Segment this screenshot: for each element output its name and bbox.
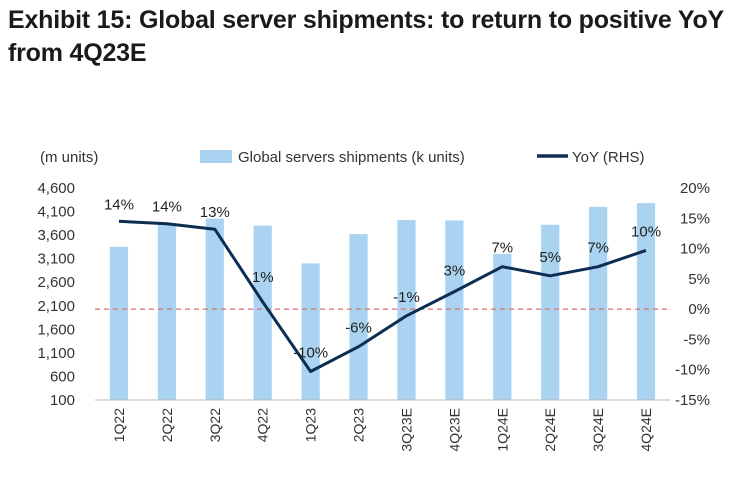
left-tick-label: 4,100: [37, 204, 75, 221]
yoy-data-label: 7%: [491, 240, 513, 257]
bar-series: [109, 203, 656, 400]
left-tick-label: 600: [50, 368, 75, 385]
x-tick-label: 3Q24E: [590, 408, 606, 452]
left-tick-label: 2,600: [37, 274, 75, 291]
yoy-data-label: -10%: [293, 345, 328, 362]
left-tick-label: 100: [50, 392, 75, 409]
legend-bar-swatch: [200, 150, 232, 163]
left-tick-label: 2,100: [37, 298, 75, 315]
left-tick-label: 4,600: [37, 180, 75, 197]
legend: Global servers shipments (k units) YoY (…: [200, 149, 645, 166]
yoy-data-label: 13%: [200, 204, 230, 221]
bar-3Q24E: [589, 206, 608, 400]
left-tick-label: 1,600: [37, 321, 75, 338]
bar-2Q22: [157, 223, 176, 400]
x-tick-label: 3Q23E: [398, 408, 414, 452]
left-axis-unit-label: (m units): [40, 149, 98, 166]
bar-2Q24E: [541, 224, 560, 400]
yoy-data-label: 7%: [587, 240, 609, 257]
right-axis: 20% 15% 10% 5% 0% -5% -10% -15%: [675, 180, 710, 409]
legend-line-label: YoY (RHS): [572, 149, 645, 166]
chart-title: Exhibit 15: Global server shipments: to …: [8, 6, 724, 67]
data-labels: 14% 14% 13% 1% -10% -6% -1% 3% 7% 5% 7% 10%: [104, 196, 661, 361]
yoy-data-label: 3%: [444, 263, 466, 280]
x-tick-label: 2Q24E: [542, 408, 558, 452]
left-tick-label: 3,100: [37, 251, 75, 268]
yoy-data-label: -1%: [393, 289, 420, 306]
bar-2Q23: [349, 234, 368, 400]
bar-1Q24E: [493, 253, 512, 400]
x-tick-label: 2Q22: [159, 408, 175, 442]
x-axis: 1Q22 2Q22 3Q22 4Q22 1Q23 2Q23 3Q23E 4Q23E 1Q24E 2…: [95, 399, 670, 452]
bar-4Q22: [253, 225, 272, 400]
bar-4Q23E: [445, 220, 464, 400]
right-tick-label: 15%: [680, 210, 710, 227]
legend-bar-label: Global servers shipments (k units): [238, 149, 465, 166]
x-tick-label: 1Q22: [111, 408, 127, 442]
yoy-data-label: 5%: [539, 249, 561, 266]
yoy-data-label: 14%: [104, 196, 134, 213]
yoy-line-series: [118, 219, 647, 373]
x-tick-label: 4Q22: [255, 408, 271, 442]
x-tick-label: 4Q23E: [446, 408, 462, 452]
x-tick-label: 1Q23: [303, 408, 319, 442]
x-tick-label: 3Q22: [207, 408, 223, 442]
bar-3Q23E: [397, 220, 416, 400]
yoy-data-label: 1%: [252, 269, 274, 286]
right-tick-label: 10%: [680, 241, 710, 258]
x-tick-label: 2Q23: [351, 408, 367, 442]
left-tick-label: 1,100: [37, 345, 75, 362]
right-tick-label: 0%: [688, 301, 710, 318]
right-tick-label: 20%: [680, 180, 710, 197]
right-tick-label: -10%: [675, 362, 710, 379]
yoy-data-label: -6%: [345, 320, 372, 337]
bar-1Q23: [301, 263, 320, 400]
right-tick-label: -15%: [675, 392, 710, 409]
x-tick-label: 4Q24E: [638, 408, 654, 452]
left-tick-label: 3,600: [37, 227, 75, 244]
left-axis: 4,600 4,100 3,600 3,100 2,600 2,100 1,600 1,100…: [37, 180, 75, 409]
yoy-data-label: 14%: [152, 199, 182, 216]
yoy-data-label: 10%: [631, 223, 661, 240]
bar-1Q22: [109, 246, 129, 400]
right-tick-label: 5%: [688, 271, 710, 288]
right-tick-label: -5%: [683, 331, 710, 348]
x-tick-label: 1Q24E: [494, 408, 510, 452]
